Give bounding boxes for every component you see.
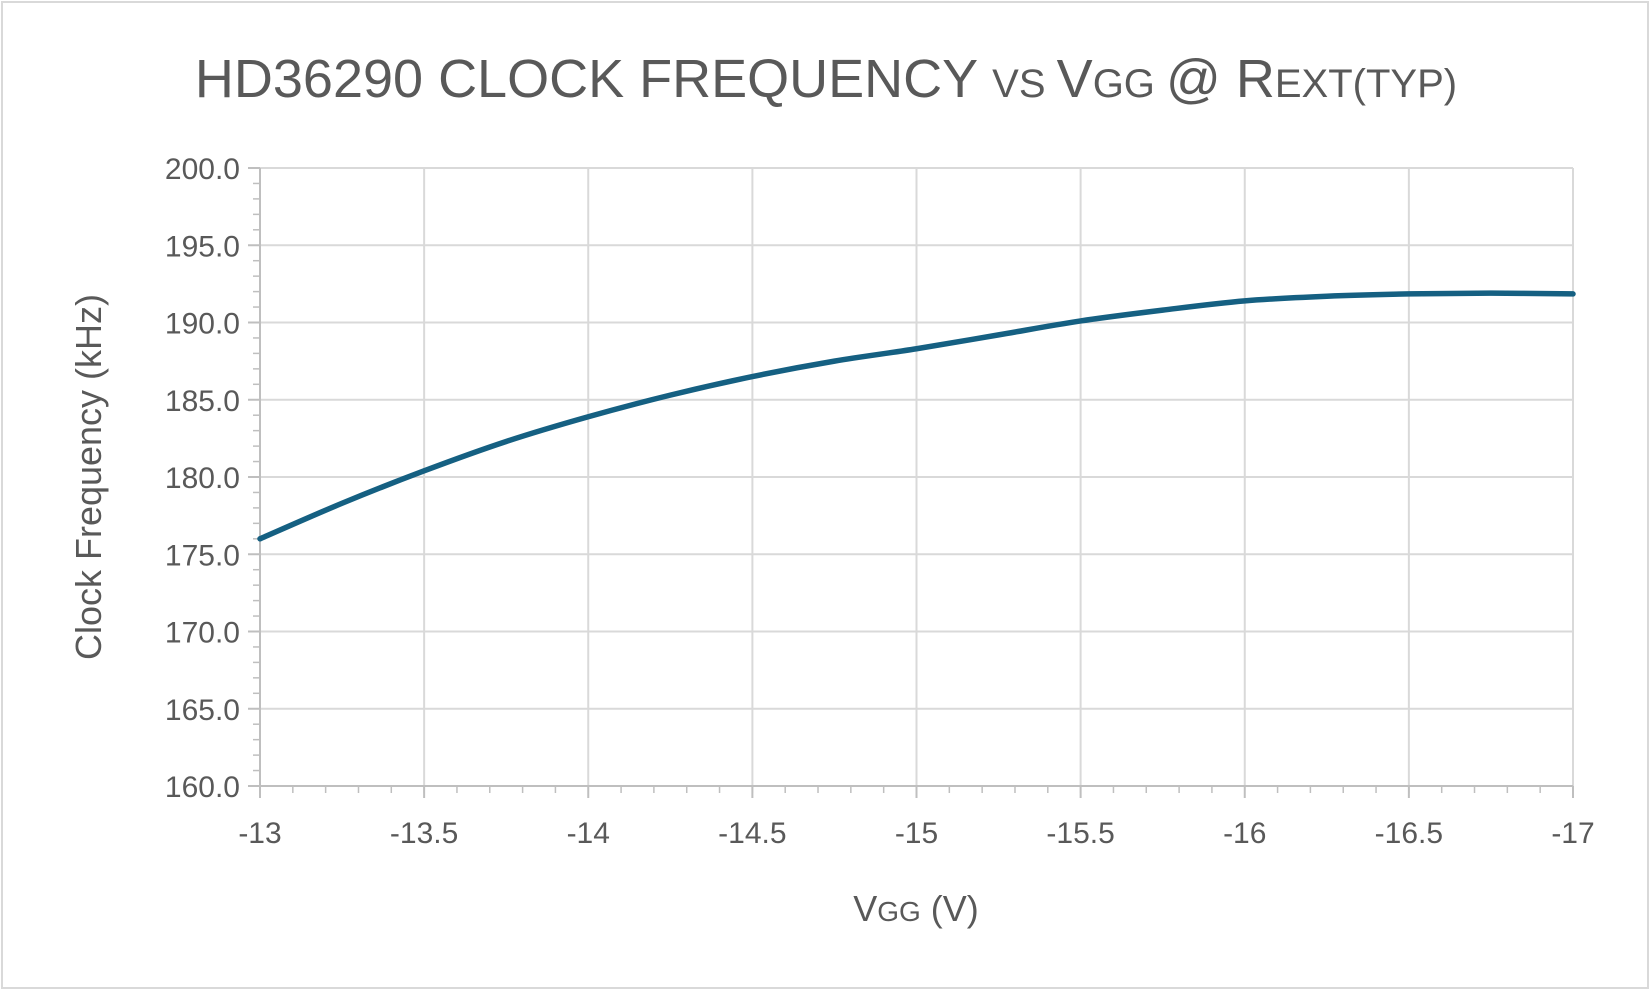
axes [248,167,1574,798]
series-line [257,290,1576,542]
y-tick-label: 165.0 [165,694,240,727]
x-tick-label: -17 [1551,817,1594,850]
x-axis-title-part: GG [877,896,921,927]
x-axis-title: VGG (V) [853,888,979,929]
x-tick-label: -14.5 [718,817,786,850]
x-tick-label: -15 [895,817,938,850]
y-tick-label: 185.0 [165,385,240,418]
x-tick-label: -15.5 [1046,817,1114,850]
chart-title-part: VS [992,62,1056,106]
y-tick-label: 160.0 [165,771,240,804]
x-tick-label: -16.5 [1375,817,1443,850]
chart-title: HD36290 CLOCK FREQUENCY VS VGG @ REXT(TY… [195,49,1457,109]
chart-title-part: V [1057,49,1093,109]
y-tick-label: 195.0 [165,230,240,263]
chart-title-part: GG [1093,62,1166,106]
chart-title-part: EXT(TYP) [1275,62,1457,106]
x-tick-label: -13.5 [390,817,458,850]
x-tick-label: -16 [1223,817,1266,850]
y-tick-label: 175.0 [165,539,240,572]
series [257,290,1576,542]
x-axis-title-part: (V) [921,888,979,929]
chart-title-part: @ R [1166,49,1275,109]
grid [259,167,1574,787]
x-tick-label: -14 [567,817,610,850]
y-tick-label: 180.0 [165,462,240,495]
x-axis-title-part: V [853,888,877,929]
y-tick-label: 190.0 [165,308,240,341]
y-axis-title: Clock Frequency (kHz) [68,294,109,660]
labels: 160.0 165.0 170.0 175.0 180.0 185.0 190.0 195.0… [68,49,1595,929]
chart-title-part: HD36290 CLOCK FREQUENCY [195,49,992,109]
y-tick-label: 170.0 [165,617,240,650]
y-tick-label: 200.0 [165,153,240,186]
x-tick-label: -13 [238,817,281,850]
